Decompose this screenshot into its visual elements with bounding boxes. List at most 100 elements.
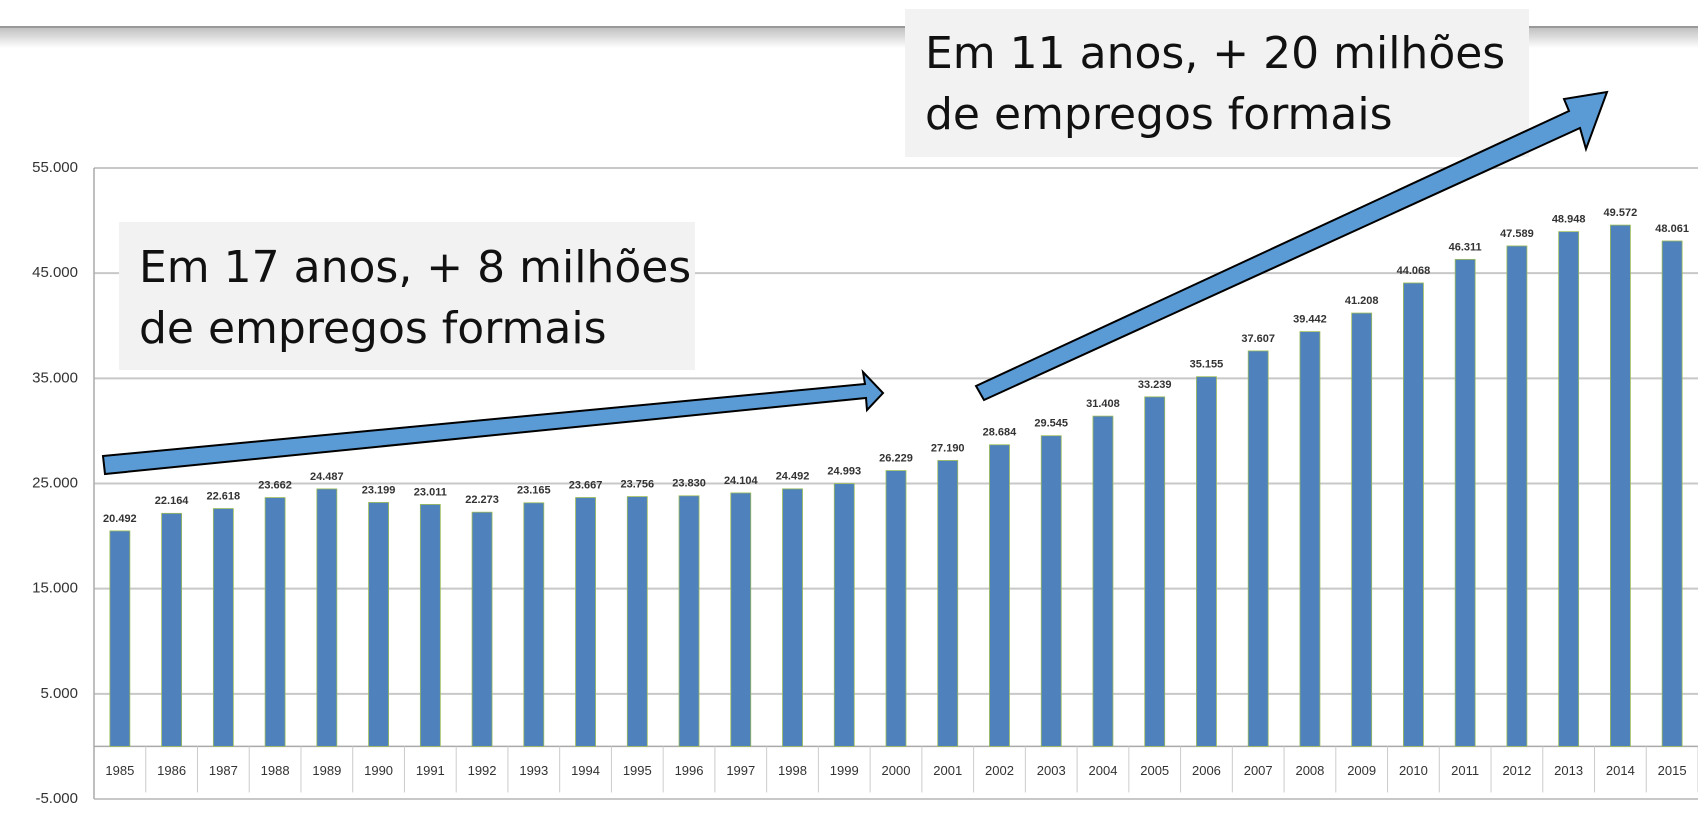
arrow [974,90,1609,402]
value-label: 24.487 [310,471,344,483]
bar [833,483,855,747]
x-tick-label: 2008 [1295,763,1324,778]
x-tick-label: 1998 [778,763,807,778]
value-label: 24.104 [724,475,759,487]
bar [885,470,907,747]
x-tick-label: 1993 [519,763,548,778]
x-tick-label: 2003 [1037,763,1066,778]
value-label: 41.208 [1345,295,1379,307]
value-label: 24.492 [776,471,810,483]
bar [1196,376,1217,747]
value-label: 20.492 [103,513,137,525]
value-label: 46.311 [1449,241,1482,253]
y-tick-label: 25.000 [32,474,78,491]
bar [1506,245,1528,747]
value-label: 23.662 [258,479,292,491]
x-tick-label: 2004 [1089,763,1118,778]
value-label: 22.164 [155,495,190,507]
x-tick-label: 2007 [1244,763,1273,778]
value-label: 27.190 [931,442,965,454]
value-label: 31.408 [1086,398,1120,410]
value-label: 49.572 [1604,207,1638,219]
value-label: 39.442 [1293,314,1327,326]
x-tick-label: 2015 [1658,763,1687,778]
bar [1454,258,1476,747]
bar [1661,240,1683,747]
x-tick-label: 2013 [1554,763,1583,778]
annotation-text: Em 11 anos, + 20 milhões [925,28,1505,79]
x-tick-label: 2002 [985,763,1014,778]
value-label: 23.199 [362,484,396,496]
value-label: 48.948 [1552,214,1586,226]
x-tick-label: 1989 [312,763,341,778]
bar [1247,350,1269,747]
plot: -5.000 5.000 15.000 25.000 35.000 45.000 55.00… [32,159,1698,807]
bar [575,497,596,747]
bar [419,504,441,747]
x-tick-label: 1992 [468,763,497,778]
x-tick-label: 1990 [364,763,393,778]
x-tick-label: 1991 [416,763,445,778]
x-tick-label: 1999 [830,763,859,778]
bar [937,460,959,747]
annotation-text: de empregos formais [139,303,607,354]
bar [1558,231,1580,747]
bar [1092,415,1114,747]
bar [161,512,183,747]
bar [316,488,338,747]
y-tick-label: -5.000 [35,790,78,807]
value-label: 37.607 [1241,333,1275,345]
x-tick-label: 2011 [1451,763,1479,778]
annotation-box [119,222,695,370]
x-tick-label: 2001 [933,763,962,778]
x-tick-label: 2009 [1347,763,1376,778]
value-label: 23.667 [569,479,603,491]
x-tick-label: 1986 [157,763,186,778]
annotation-box [905,9,1529,157]
x-tick-label: 1988 [261,763,290,778]
x-tick-label: 1987 [209,763,238,778]
bar [264,497,286,747]
y-tick-label: 45.000 [32,264,78,281]
bar [109,530,131,747]
bar [1351,312,1373,747]
bar [1403,282,1424,747]
x-tick-label: 2006 [1192,763,1221,778]
bar [678,495,700,747]
value-label: 23.165 [517,485,551,497]
bar [730,492,752,747]
bar [523,502,545,747]
value-label: 48.061 [1655,223,1689,235]
bar [1144,396,1166,747]
annotation-text: Em 17 anos, + 8 milhões [139,242,691,293]
value-label: 22.618 [207,490,241,502]
x-tick-label: 1994 [571,763,600,778]
value-label: 28.684 [983,427,1018,439]
value-label: 33.239 [1138,379,1172,391]
value-label: 29.545 [1034,418,1068,430]
bar [1609,224,1631,747]
bar [368,502,389,747]
value-label: 23.756 [620,478,654,490]
x-tick-label: 2000 [882,763,911,778]
y-tick-label: 55.000 [32,159,78,176]
value-label: 23.011 [414,486,447,498]
annotation-text: de empregos formais [925,89,1393,140]
x-tick-label: 1985 [105,763,134,778]
value-label: 47.589 [1500,228,1534,240]
y-tick-label: 35.000 [32,369,78,386]
bar [626,496,648,747]
arrow [101,368,885,476]
x-tick-label: 2014 [1606,763,1635,778]
x-tick-label: 2010 [1399,763,1428,778]
value-label: 44.068 [1397,265,1431,277]
bar [1299,331,1321,747]
bar [989,444,1010,747]
x-tick-label: 2005 [1140,763,1169,778]
value-label: 22.273 [465,494,499,506]
bar [212,508,234,747]
y-tick-label: 5.000 [40,685,78,702]
bar [782,488,803,747]
value-label: 26.229 [879,452,913,464]
